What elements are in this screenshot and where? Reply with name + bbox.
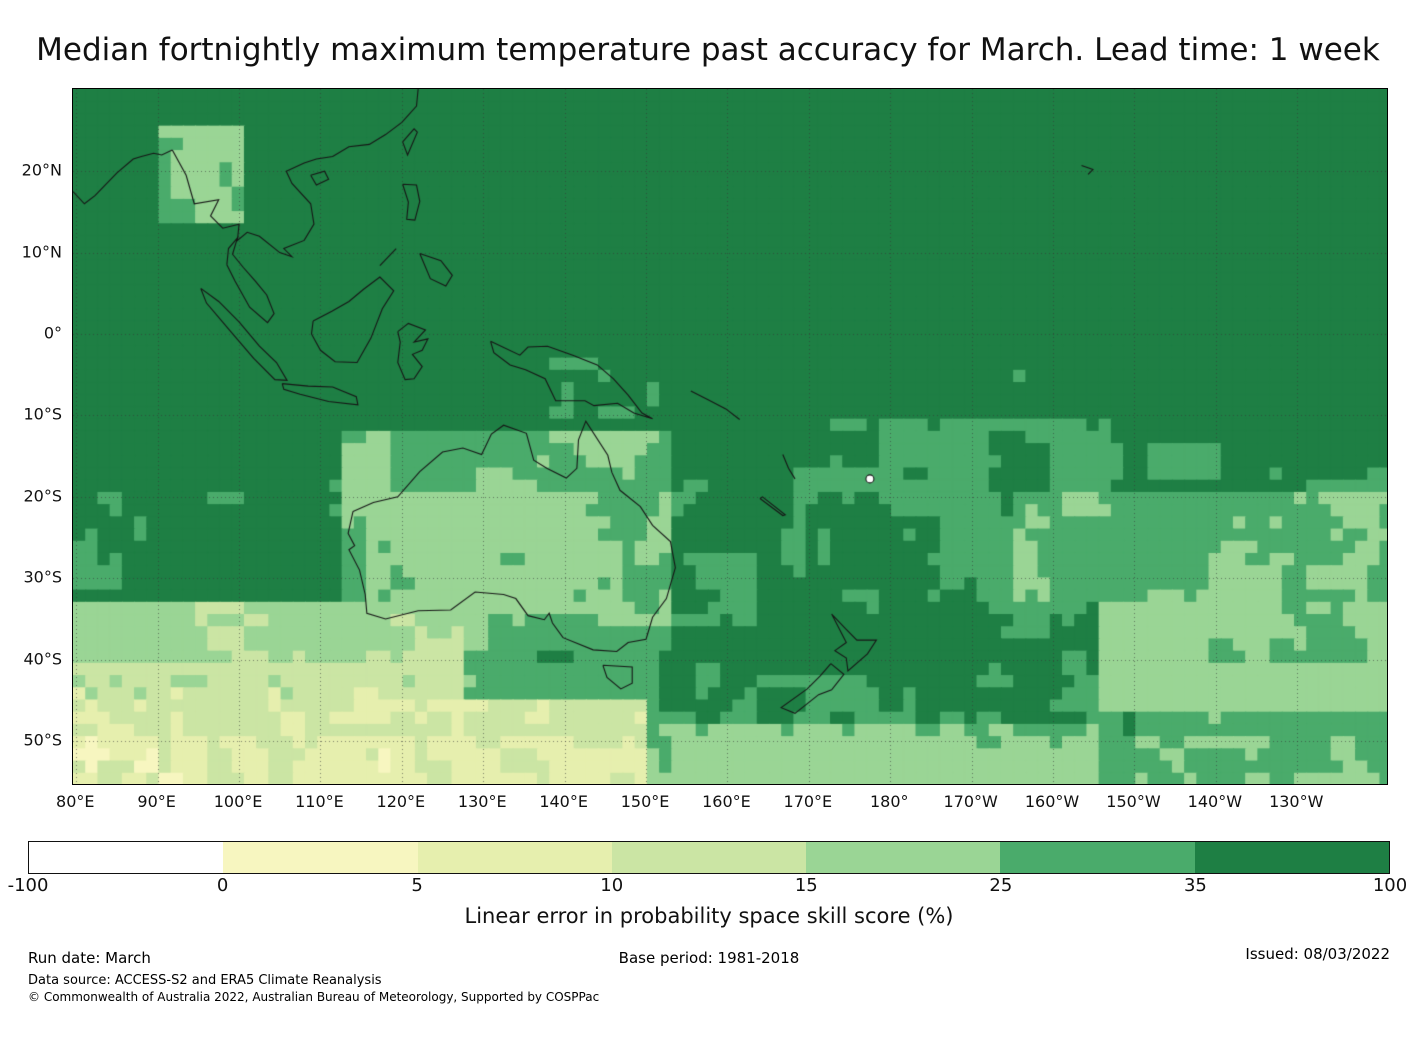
- lon-tick-label: 120°E: [376, 792, 426, 811]
- colorbar-tick-label: 35: [1183, 875, 1207, 896]
- lat-tick-label: 10°N: [21, 242, 62, 262]
- lat-tick-label: 20°N: [21, 160, 62, 180]
- map-heatmap-canvas: [73, 89, 1387, 784]
- colorbar-segment: [417, 842, 612, 873]
- colorbar-segment: [223, 842, 418, 873]
- lon-tick-label: 150°W: [1106, 792, 1161, 811]
- run-date-text: Run date: March: [28, 949, 151, 967]
- colorbar-segment: [611, 842, 807, 873]
- lat-tick-label: 50°S: [23, 730, 62, 750]
- colorbar-tick-label: 25: [989, 875, 1013, 896]
- lon-tick-label: 170°W: [943, 792, 998, 811]
- lon-tick-label: 90°E: [137, 792, 176, 811]
- colorbar-tick-label: 10: [600, 875, 624, 896]
- lon-tick-label: 140°W: [1187, 792, 1243, 811]
- issued-date-text: Issued: 08/03/2022: [1245, 945, 1390, 963]
- lon-tick-label: 80°E: [56, 792, 95, 811]
- colorbar-segment: [1000, 842, 1195, 873]
- data-source-text: Data source: ACCESS-S2 and ERA5 Climate …: [28, 973, 382, 988]
- colorbar-segment: [29, 842, 224, 873]
- colorbar-segment: [806, 842, 1001, 873]
- colorbar-segment: [1194, 842, 1389, 873]
- base-period-text: Base period: 1981-2018: [618, 949, 800, 967]
- colorbar: [28, 841, 1390, 874]
- lon-tick-label: 130°E: [457, 792, 507, 811]
- colorbar-label: Linear error in probability space skill …: [464, 904, 954, 928]
- lon-tick-label: 140°E: [539, 792, 588, 811]
- lon-tick-label: 150°E: [620, 792, 670, 811]
- lon-tick-label: 160°E: [702, 792, 751, 811]
- lat-tick-label: 10°S: [23, 404, 62, 424]
- lon-tick-label: 170°E: [783, 792, 833, 811]
- map-plot-area: [72, 88, 1388, 785]
- lat-tick-label: 0°: [43, 323, 62, 343]
- lat-tick-label: 40°S: [23, 649, 62, 669]
- figure-title: Median fortnightly maximum temperature p…: [36, 32, 1380, 68]
- colorbar-tick-label: -100: [7, 875, 49, 896]
- lon-tick-label: 180°: [869, 792, 909, 811]
- colorbar-tick-label: 15: [794, 875, 818, 896]
- colorbar-tick-label: 0: [216, 875, 229, 896]
- colorbar-tick-label: 5: [411, 875, 423, 896]
- lat-tick-label: 20°S: [23, 486, 62, 506]
- lon-tick-label: 130°W: [1269, 792, 1324, 811]
- lon-tick-label: 100°E: [213, 792, 263, 811]
- lat-tick-label: 30°S: [23, 567, 62, 587]
- lon-tick-label: 110°E: [295, 792, 344, 811]
- copyright-text: © Commonwealth of Australia 2022, Austra…: [28, 990, 600, 1004]
- lon-tick-label: 160°W: [1024, 792, 1080, 811]
- colorbar-tick-label: 100: [1372, 875, 1408, 896]
